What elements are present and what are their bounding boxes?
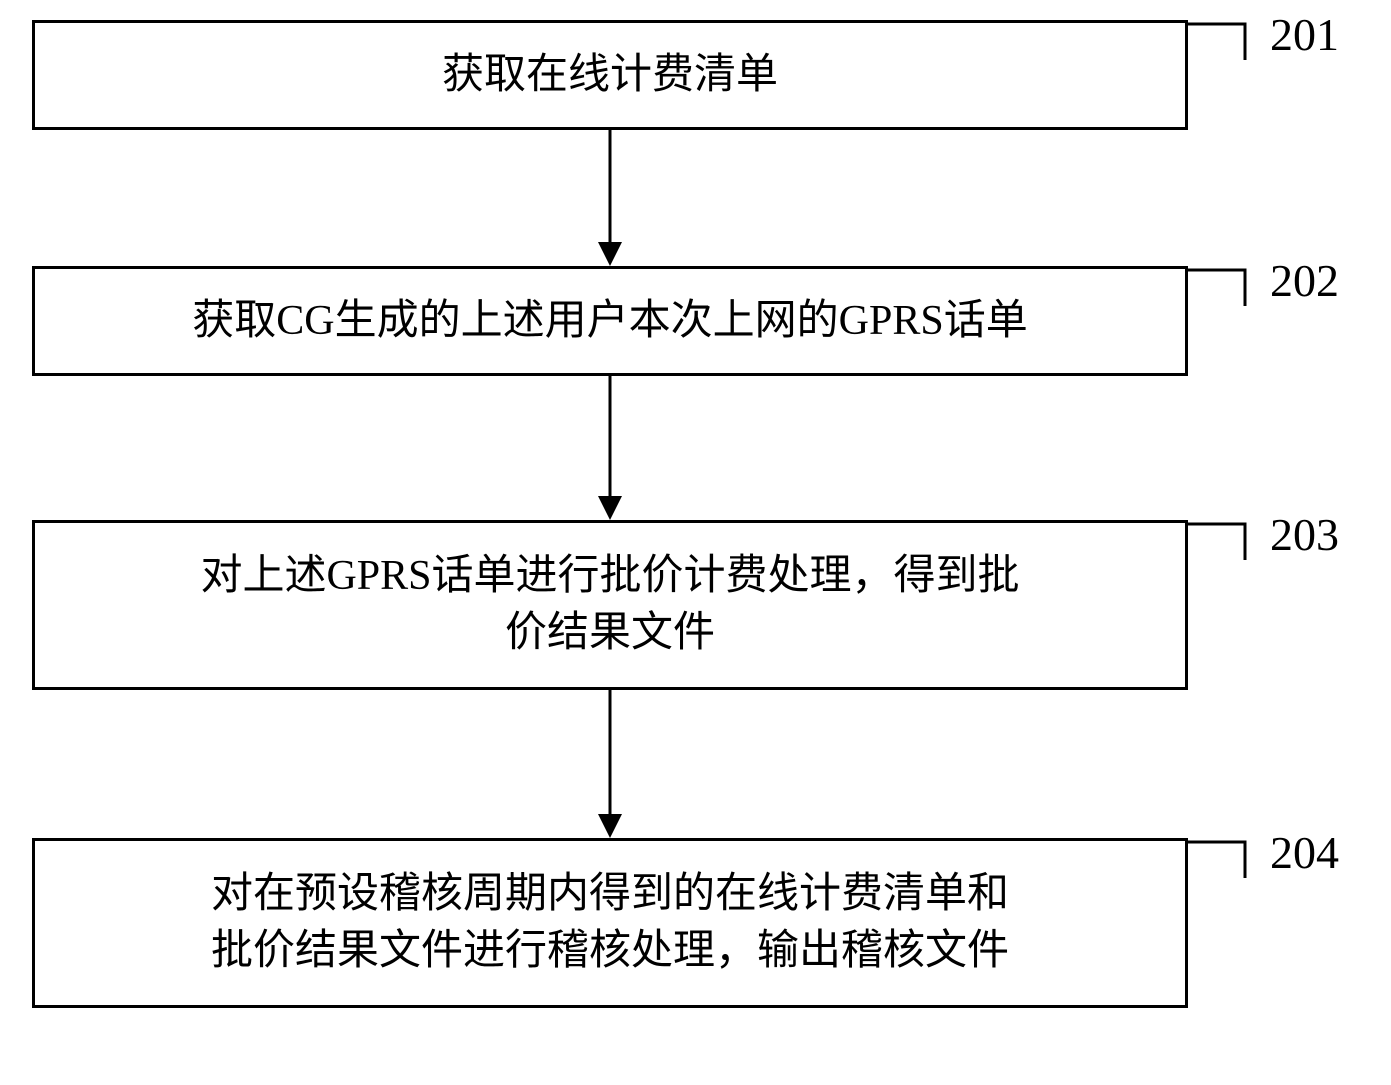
step-box-203: 对上述GPRS话单进行批价计费处理，得到批 价结果文件 [32,520,1188,690]
step-label-204: 204 [1270,826,1339,879]
step-text-204: 对在预设稽核周期内得到的在线计费清单和 批价结果文件进行稽核处理，输出稽核文件 [211,866,1009,979]
step-label-202: 202 [1270,254,1339,307]
step-text-202: 获取CG生成的上述用户本次上网的GPRS话单 [192,293,1027,350]
step-text-201: 获取在线计费清单 [442,47,778,104]
step-label-203: 203 [1270,508,1339,561]
step-box-202: 获取CG生成的上述用户本次上网的GPRS话单 [32,266,1188,376]
flowchart-canvas: 获取在线计费清单 201 获取CG生成的上述用户本次上网的GPRS话单 202 … [0,0,1391,1085]
step-text-203: 对上述GPRS话单进行批价计费处理，得到批 价结果文件 [200,548,1019,661]
step-box-201: 获取在线计费清单 [32,20,1188,130]
step-label-201: 201 [1270,8,1339,61]
step-box-204: 对在预设稽核周期内得到的在线计费清单和 批价结果文件进行稽核处理，输出稽核文件 [32,838,1188,1008]
